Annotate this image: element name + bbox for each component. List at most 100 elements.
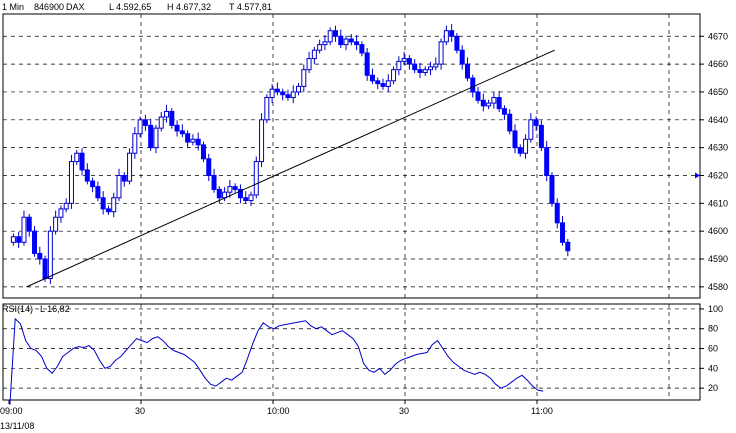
candle-up bbox=[116, 174, 122, 199]
candle-down bbox=[480, 99, 486, 107]
price-candles bbox=[10, 24, 571, 285]
current-price-marker bbox=[695, 172, 700, 179]
candle-down bbox=[26, 216, 32, 232]
candle-down bbox=[354, 41, 360, 46]
candle-up bbox=[164, 110, 170, 118]
trend-line bbox=[26, 49, 555, 288]
candle-down bbox=[232, 186, 238, 190]
price-frame bbox=[2, 13, 701, 299]
candle-up bbox=[21, 216, 27, 243]
candle-down bbox=[121, 174, 127, 182]
rsi-y-tick-label: 80 bbox=[708, 324, 718, 334]
candle-down bbox=[37, 252, 43, 260]
candle-up bbox=[401, 58, 407, 62]
candle-up bbox=[428, 66, 434, 71]
candle-up bbox=[222, 191, 228, 199]
candle-up bbox=[391, 69, 397, 82]
candle-down bbox=[501, 108, 507, 115]
rsi-last-value: L 16,82 bbox=[40, 304, 70, 314]
rsi-grid bbox=[2, 303, 701, 401]
candle-up bbox=[132, 133, 138, 154]
candle-down bbox=[554, 202, 560, 224]
candle-up bbox=[269, 88, 275, 99]
candle-down bbox=[42, 258, 48, 280]
price-y-tick-label: 4670 bbox=[708, 31, 728, 41]
candle-down bbox=[538, 124, 544, 149]
candle-up bbox=[311, 49, 317, 60]
candle-up bbox=[343, 38, 349, 46]
candle-down bbox=[369, 74, 375, 82]
rsi-y-axis: 20 40 60 80 100 bbox=[700, 304, 723, 393]
rsi-panel: 20 40 60 80 100 RSI(14) L 16,82 bbox=[2, 303, 723, 405]
candle-up bbox=[10, 236, 16, 243]
price-y-tick-label: 4650 bbox=[708, 87, 728, 97]
time-tick-label: 11:00 bbox=[531, 406, 553, 416]
candle-up bbox=[253, 161, 259, 196]
candle-down bbox=[417, 69, 423, 73]
candle-down bbox=[449, 30, 455, 37]
candle-up bbox=[317, 44, 323, 51]
candle-down bbox=[200, 144, 206, 160]
candle-down bbox=[454, 35, 460, 51]
price-y-tick-label: 4590 bbox=[708, 254, 728, 264]
price-y-tick-label: 4630 bbox=[708, 143, 728, 153]
symbol-label: DAX bbox=[66, 2, 85, 12]
price-panel: 4580 4590 4600 4610 4620 4630 4640 4650 4660 4670 bbox=[2, 13, 728, 299]
candle-down bbox=[533, 119, 539, 126]
candle-up bbox=[153, 127, 159, 149]
price-y-tick-label: 4640 bbox=[708, 115, 728, 125]
current-value-marker bbox=[695, 172, 700, 179]
candle-down bbox=[79, 152, 85, 171]
time-axis: 09:00 30 10:00 30 11:00 bbox=[0, 400, 553, 416]
candle-up bbox=[227, 186, 233, 193]
candle-down bbox=[412, 63, 418, 71]
high-value: H 4.677,32 bbox=[167, 2, 211, 12]
candle-up bbox=[158, 116, 164, 129]
date-label: 13/11/08 bbox=[0, 421, 34, 431]
candle-up bbox=[53, 216, 59, 232]
candle-down bbox=[174, 124, 180, 132]
rsi-y-tick-label: 20 bbox=[708, 383, 718, 393]
candle-up bbox=[322, 41, 328, 46]
candle-down bbox=[90, 180, 96, 188]
candle-up bbox=[190, 138, 196, 143]
candle-down bbox=[243, 197, 249, 202]
candle-down bbox=[237, 188, 243, 199]
candle-down bbox=[348, 38, 354, 43]
candle-up bbox=[63, 202, 69, 210]
candle-up bbox=[523, 138, 529, 154]
candle-down bbox=[169, 110, 175, 126]
price-y-tick-label: 4580 bbox=[708, 282, 728, 292]
candle-up bbox=[68, 161, 74, 204]
candle-down bbox=[179, 130, 185, 135]
candle-down bbox=[32, 230, 38, 254]
last-value: T 4.577,81 bbox=[229, 2, 272, 12]
candle-up bbox=[74, 152, 80, 163]
rsi-y-tick-label: 100 bbox=[708, 304, 723, 314]
candle-down bbox=[16, 236, 22, 243]
rsi-series-line bbox=[9, 317, 544, 405]
candle-up bbox=[127, 152, 133, 182]
price-y-axis: 4580 4590 4600 4610 4620 4630 4640 4650 4660 4670 bbox=[700, 31, 728, 292]
candle-down bbox=[517, 147, 523, 154]
candle-down bbox=[195, 138, 201, 146]
candle-down bbox=[148, 124, 154, 149]
price-y-tick-label: 4610 bbox=[708, 198, 728, 208]
candle-up bbox=[443, 30, 449, 43]
candle-down bbox=[95, 186, 101, 199]
candle-up bbox=[301, 69, 307, 87]
rsi-label: RSI(14) bbox=[2, 304, 33, 314]
candle-up bbox=[396, 60, 402, 71]
candle-down bbox=[496, 97, 502, 110]
candle-up bbox=[137, 119, 143, 135]
candle-up bbox=[327, 30, 333, 43]
candle-up bbox=[47, 230, 53, 280]
candle-down bbox=[216, 188, 222, 199]
time-tick-label: 30 bbox=[399, 406, 409, 416]
candle-up bbox=[111, 197, 117, 213]
candle-down bbox=[185, 133, 191, 143]
candle-down bbox=[332, 30, 338, 37]
time-tick-label: 09:00 bbox=[0, 406, 23, 416]
candle-down bbox=[206, 158, 212, 176]
